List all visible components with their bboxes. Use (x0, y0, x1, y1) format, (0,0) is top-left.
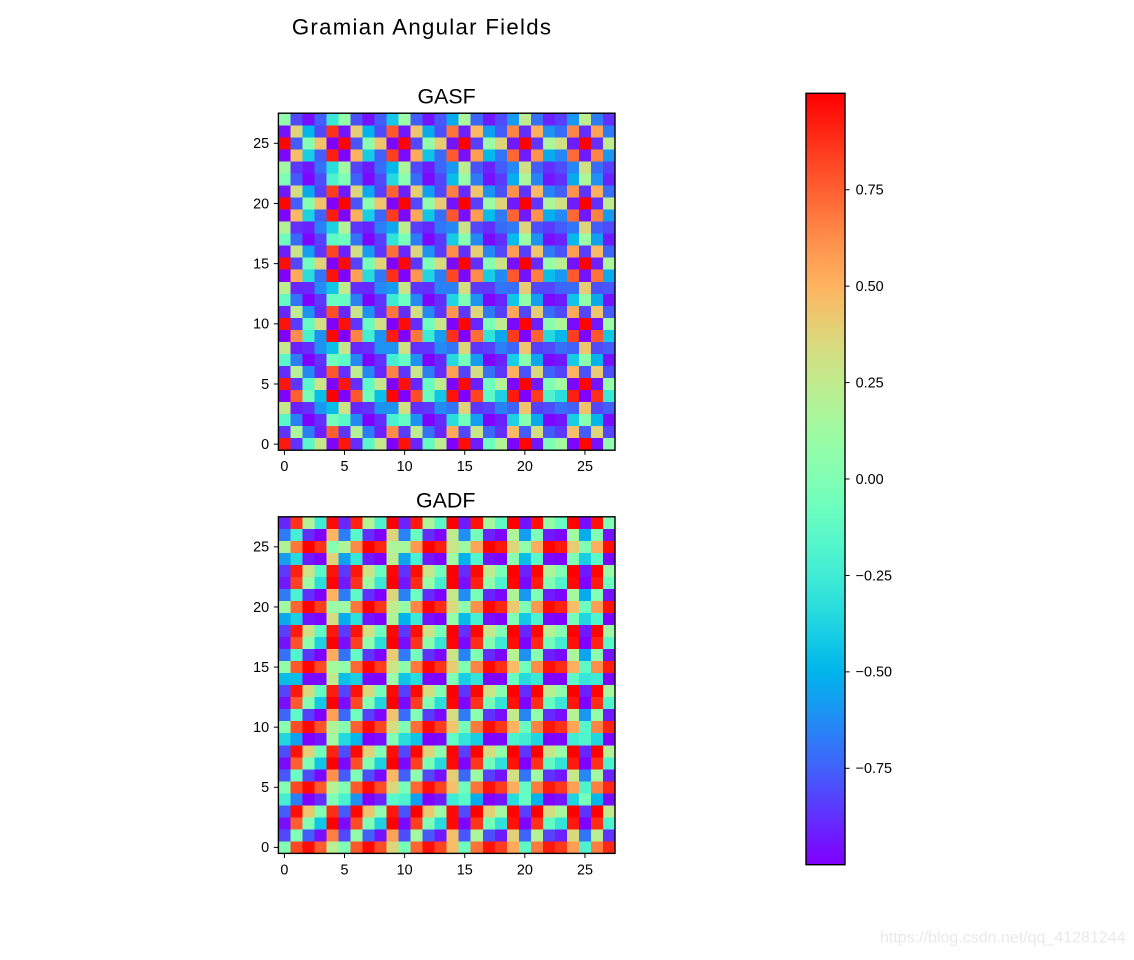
svg-text:GADF: GADF (416, 489, 475, 513)
svg-text:20: 20 (253, 196, 269, 212)
svg-text:15: 15 (457, 862, 473, 878)
svg-text:https://blog.csdn.net/qq_41281: https://blog.csdn.net/qq_41281244 (880, 930, 1126, 947)
svg-text:15: 15 (253, 660, 269, 676)
svg-text:10: 10 (253, 720, 269, 736)
svg-text:0: 0 (261, 437, 269, 453)
svg-text:5: 5 (341, 459, 349, 475)
svg-text:10: 10 (397, 862, 413, 878)
svg-text:5: 5 (261, 780, 269, 796)
svg-text:25: 25 (253, 136, 269, 152)
svg-text:20: 20 (517, 862, 533, 878)
svg-text:−0.25: −0.25 (856, 568, 892, 584)
svg-text:0.75: 0.75 (856, 183, 884, 199)
svg-text:5: 5 (341, 862, 349, 878)
svg-text:−0.50: −0.50 (856, 665, 892, 681)
svg-text:10: 10 (253, 317, 269, 333)
svg-text:0: 0 (261, 840, 269, 856)
svg-text:0.25: 0.25 (856, 375, 884, 391)
svg-text:GASF: GASF (417, 85, 475, 109)
svg-text:10: 10 (397, 459, 413, 475)
svg-text:20: 20 (517, 459, 533, 475)
svg-text:5: 5 (261, 377, 269, 393)
svg-text:15: 15 (457, 459, 473, 475)
svg-text:0.50: 0.50 (856, 279, 884, 295)
svg-text:0.00: 0.00 (856, 472, 884, 488)
svg-text:25: 25 (577, 862, 593, 878)
svg-text:25: 25 (253, 540, 269, 556)
svg-text:−0.75: −0.75 (856, 761, 892, 777)
svg-text:0: 0 (280, 862, 288, 878)
svg-text:Gramian Angular Fields: Gramian Angular Fields (292, 15, 552, 40)
svg-text:20: 20 (253, 600, 269, 616)
svg-text:25: 25 (577, 459, 593, 475)
svg-text:0: 0 (280, 459, 288, 475)
svg-text:15: 15 (253, 257, 269, 273)
